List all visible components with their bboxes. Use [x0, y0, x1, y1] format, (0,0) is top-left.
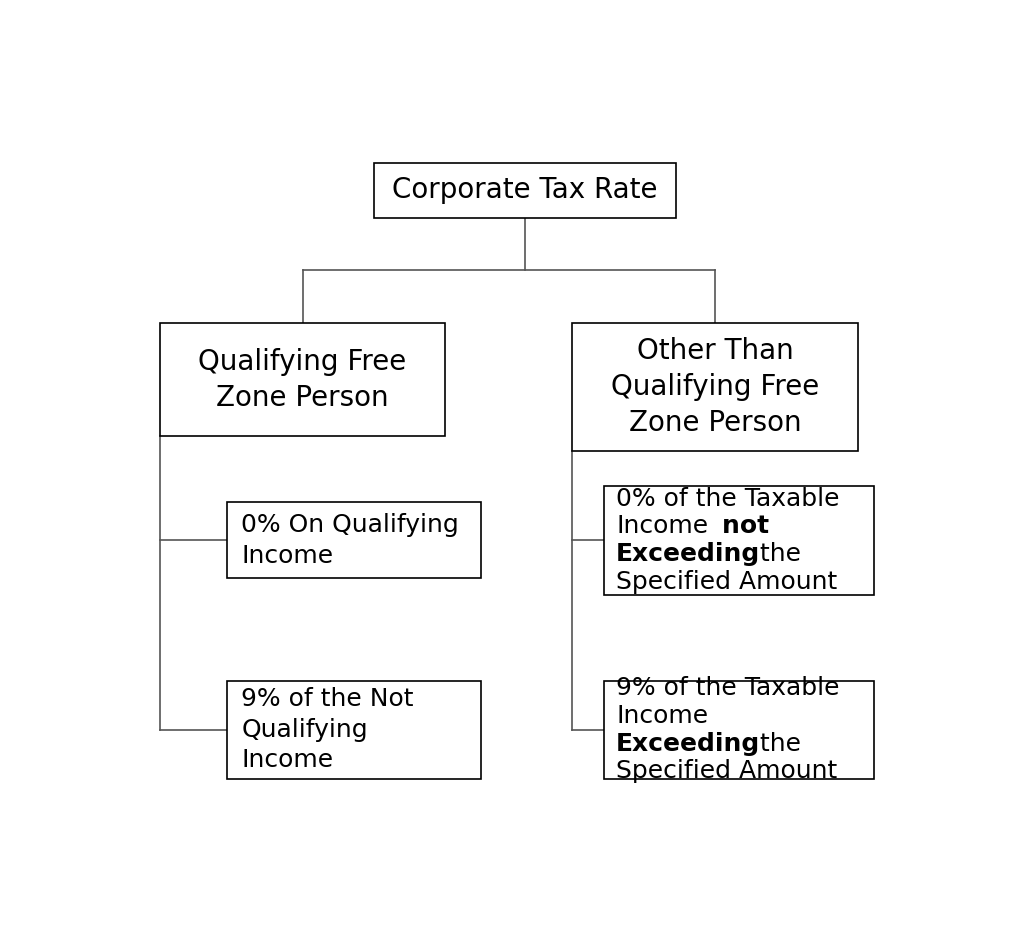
Text: 0% of the Taxable: 0% of the Taxable: [616, 487, 840, 510]
Text: Exceeding: Exceeding: [616, 542, 760, 566]
Text: 0% On Qualifying
Income: 0% On Qualifying Income: [242, 513, 459, 567]
Bar: [227, 502, 481, 579]
Text: Other Than
Qualifying Free
Zone Person: Other Than Qualifying Free Zone Person: [611, 337, 819, 437]
Text: Income: Income: [616, 704, 709, 728]
Bar: [604, 681, 873, 779]
Bar: [227, 681, 481, 779]
Text: the: the: [728, 732, 801, 756]
Text: Exceeding: Exceeding: [616, 732, 760, 756]
Text: the: the: [728, 542, 801, 566]
Bar: [374, 163, 676, 218]
Text: 9% of the Not
Qualifying
Income: 9% of the Not Qualifying Income: [242, 688, 414, 773]
Text: Specified Amount: Specified Amount: [616, 570, 838, 594]
Text: Qualifying Free
Zone Person: Qualifying Free Zone Person: [199, 348, 407, 412]
Bar: [604, 486, 873, 595]
Text: Specified Amount: Specified Amount: [616, 759, 838, 783]
Bar: [160, 323, 445, 437]
Text: not: not: [687, 514, 770, 538]
Text: Corporate Tax Rate: Corporate Tax Rate: [392, 176, 657, 205]
Bar: [572, 323, 858, 451]
Text: 9% of the Taxable: 9% of the Taxable: [616, 676, 840, 700]
Text: Income: Income: [616, 514, 709, 538]
